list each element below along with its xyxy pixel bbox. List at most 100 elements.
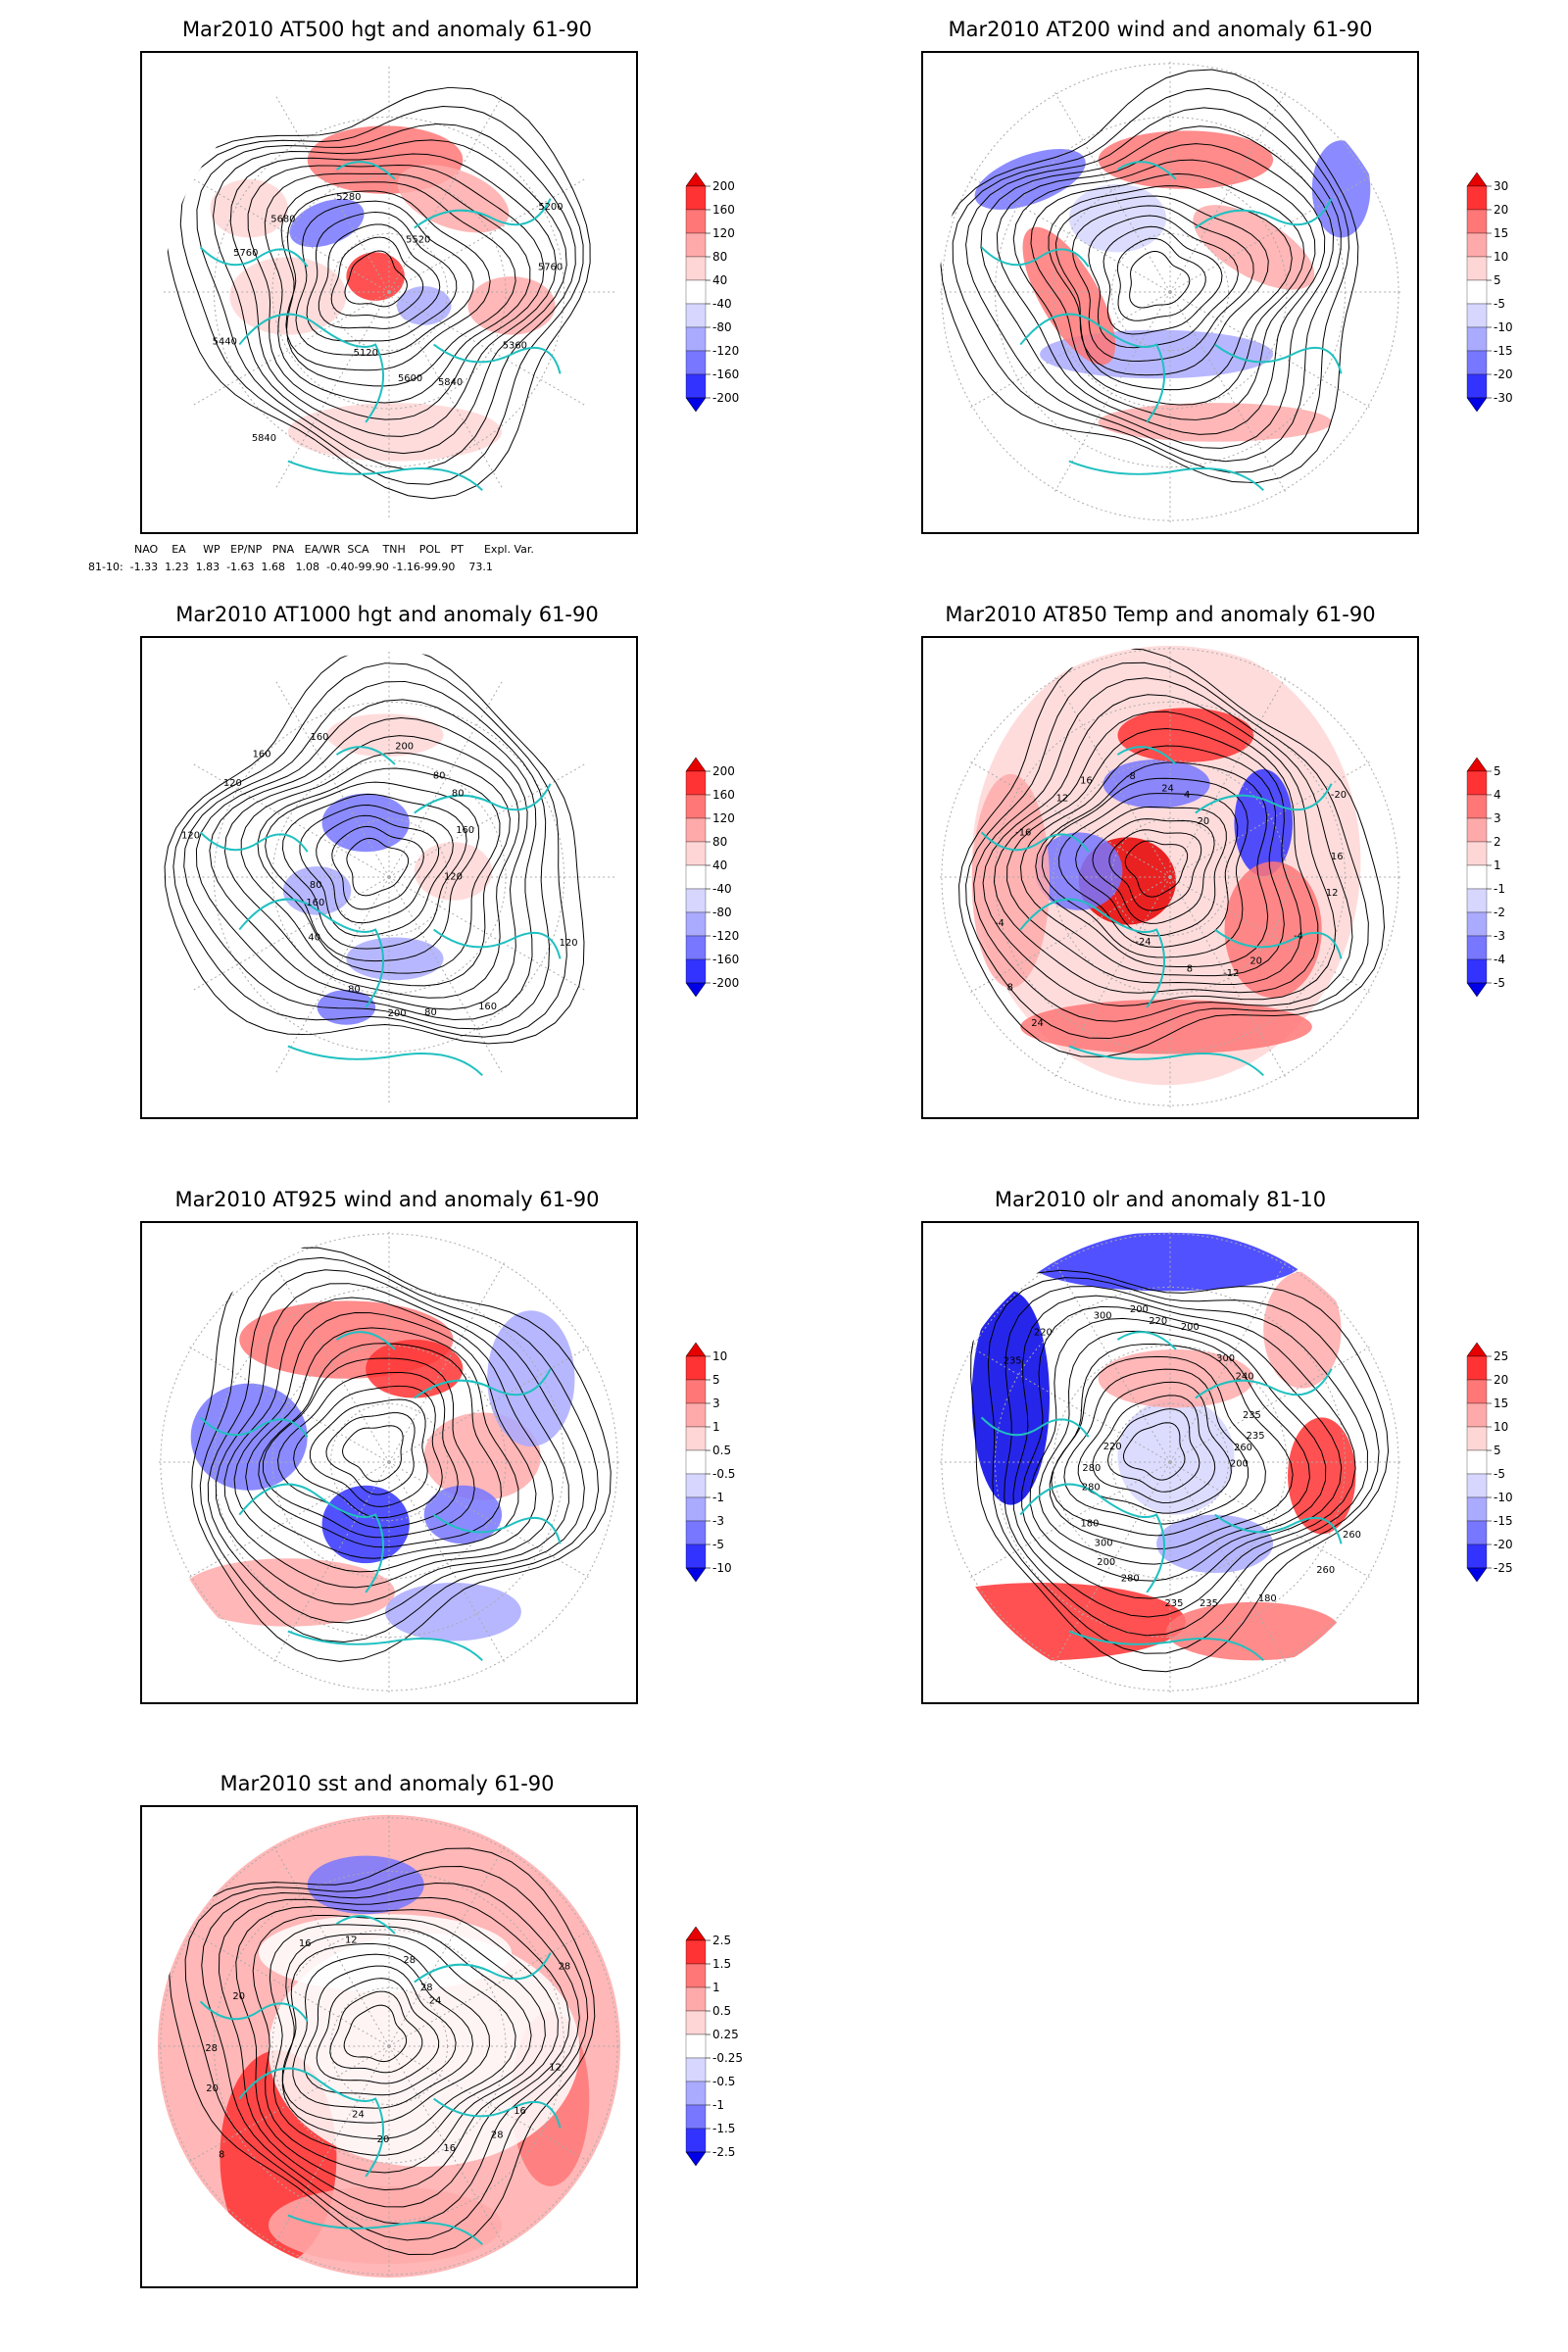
contour-line [1063,1368,1250,1525]
contour-label: 220 [1034,1327,1053,1338]
contour-label: 5600 [398,373,422,384]
colorbar-p7: 2.5 1.5 1 0.5 0.25 -0.25 -0.5 -1 -1.5 -2.5 [681,1926,769,2195]
contour-label: 12 [549,2063,562,2074]
colorbar-segment [1466,935,1488,960]
colorbar-segment [1466,373,1488,399]
colorbar-tick-label: 5 [1494,764,1501,778]
colorbar-tick-label: 40 [712,858,727,872]
contour-line [303,1965,457,2096]
contour-label: 40 [308,932,320,943]
anomaly-shade [269,2185,503,2265]
colorbar-segment [1466,1473,1488,1498]
contour-line [330,236,424,318]
contour-line [1012,1295,1356,1618]
contour-label: 80 [452,788,465,799]
coastline [1195,783,1333,814]
colorbar-segment [685,888,707,913]
contour-line [172,662,567,1038]
anomaly-shade [366,1340,464,1398]
colorbar-segment [1466,817,1488,843]
coastline [1116,746,1177,765]
contour-line [1075,806,1227,937]
meridian-line [388,1259,507,1463]
contour-line [346,837,410,897]
map-svg: 80 80 200 160 120 40 200 160 120 160 80 160 120 160 80… [163,651,615,1103]
coastline [980,246,1090,268]
contour-label: 160 [311,732,329,743]
contour-line [247,164,545,420]
contour-line [201,1882,580,2226]
coastline [1019,898,1166,1008]
contour-label: 300 [1094,1311,1112,1322]
colorbar-tick-label: 15 [1494,226,1508,240]
anomaly-shade [1102,759,1210,808]
contour-label: 24 [352,2110,365,2121]
contour-line [1107,1408,1200,1493]
anomaly-shade [385,1582,521,1642]
contour-label: 5520 [406,234,430,245]
colorbar-tick-label: 2.5 [712,1934,731,1947]
contour-line [993,710,1319,994]
anomaly-shade [287,403,503,462]
colorbar-tick-label: 25 [1494,1349,1508,1363]
map-svg: 28 28 24 20 16 12 8 28 16 20 28 24 12 16 20 28 [157,1814,621,2278]
colorbar-segment [685,1402,707,1428]
colorbar-tick-label: 1 [712,1981,720,1994]
contour-label: 28 [559,1962,571,1973]
colorbar-segment [685,794,707,819]
colorbar-segment [1466,1355,1488,1381]
coastline [1116,1331,1177,1350]
coastline [1068,1045,1264,1077]
meridian-line [388,674,507,878]
colorbar-tick-label: -25 [1494,1561,1513,1575]
colorbar-arrow-top [685,172,707,187]
contour-line [980,125,1335,449]
colorbar-segment [685,350,707,375]
contour-line [292,1953,474,2109]
contour-label: 235 [1165,1598,1184,1609]
colorbar-segment [1466,185,1488,211]
contour-label: 16 [443,2143,456,2154]
colorbar-tick-label: -2 [1494,906,1505,919]
contour-line [309,1398,428,1507]
colorbar-tick-label: 1 [712,1420,720,1434]
coastline [287,1630,483,1662]
colorbar-tick-label: -160 [712,953,739,966]
contour-line [1088,215,1239,349]
colorbar-segment [685,1520,707,1545]
colorbar-tick-label: 3 [712,1396,720,1410]
anomaly-shade [190,1383,308,1491]
coastline [238,2067,385,2178]
contour-line [343,2004,408,2063]
colorbar-tick-label: -15 [1494,344,1513,358]
colorbar-tick-label: -10 [712,1561,732,1575]
colorbar-tick-label: 1.5 [712,1957,731,1971]
colorbar-segment [1466,1402,1488,1428]
contour-line [235,1906,559,2191]
colorbar-arrow-top [1466,172,1488,187]
colorbar-tick-label: 5 [1494,273,1501,287]
colorbar-segment [685,1939,707,1965]
contour-line [281,1942,490,2124]
contour-line [970,1269,1390,1673]
colorbar-tick-label: 15 [1494,1396,1508,1410]
contour-line [1108,829,1202,911]
contour-line [184,1866,589,2241]
colorbar-segment [1466,279,1488,305]
meridian-line [271,89,390,293]
contour-label: 5120 [354,348,378,359]
coastline [287,460,483,492]
colorbar-tick-label: -80 [712,906,732,919]
colorbar-tick-label: -5 [1494,1467,1505,1481]
contour-line [316,1978,440,2084]
colorbar-segment [685,2128,707,2153]
contour-line [316,814,440,924]
colorbar-tick-label: -4 [1494,953,1505,966]
contour-label: 20 [206,2083,219,2094]
contour-line [223,1297,554,1589]
panel-title-p2: Mar2010 AT200 wind and anomaly 61-90 [948,18,1373,41]
contour-line [276,1371,459,1529]
colorbar-tick-label: -20 [1494,368,1513,381]
contour-line [1092,1395,1216,1504]
colorbar-segment [685,232,707,258]
